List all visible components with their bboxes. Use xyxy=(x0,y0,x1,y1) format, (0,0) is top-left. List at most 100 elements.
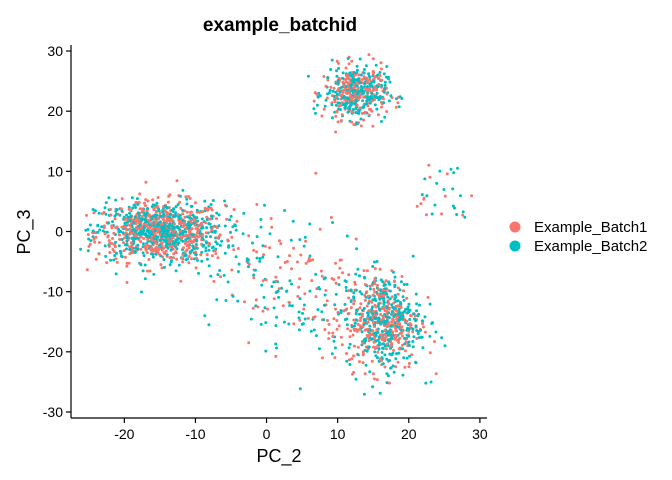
point-example-batch1 xyxy=(255,202,259,206)
point-example-batch2 xyxy=(195,216,199,220)
point-example-batch2 xyxy=(414,324,418,328)
point-example-batch1 xyxy=(158,233,162,237)
point-example-batch2 xyxy=(420,193,424,197)
point-example-batch2 xyxy=(451,204,455,208)
point-example-batch2 xyxy=(371,265,375,268)
point-example-batch2 xyxy=(348,342,352,346)
point-example-batch2 xyxy=(345,359,349,363)
point-example-batch1 xyxy=(180,256,184,260)
point-example-batch1 xyxy=(205,208,209,211)
point-example-batch1 xyxy=(310,279,314,283)
point-example-batch1 xyxy=(398,322,402,326)
point-example-batch1 xyxy=(138,192,142,196)
y-tick-label: -30 xyxy=(43,404,63,420)
point-example-batch1 xyxy=(390,320,394,324)
legend-label: Example_Batch2 xyxy=(534,238,647,255)
point-example-batch1 xyxy=(168,244,172,248)
point-example-batch2 xyxy=(378,308,382,312)
point-example-batch1 xyxy=(385,342,389,346)
point-example-batch2 xyxy=(383,80,387,84)
point-example-batch1 xyxy=(247,234,251,238)
point-example-batch2 xyxy=(429,380,433,384)
point-example-batch2 xyxy=(368,287,372,291)
point-example-batch1 xyxy=(370,99,374,103)
point-example-batch2 xyxy=(159,215,163,218)
point-example-batch2 xyxy=(79,247,83,251)
point-example-batch2 xyxy=(96,230,100,234)
point-example-batch1 xyxy=(195,256,199,260)
point-example-batch2 xyxy=(389,94,393,98)
point-example-batch2 xyxy=(401,311,405,315)
point-example-batch2 xyxy=(355,308,359,312)
point-example-batch2 xyxy=(341,103,345,107)
point-example-batch1 xyxy=(118,237,121,241)
point-example-batch1 xyxy=(147,214,151,218)
point-example-batch2 xyxy=(343,106,347,110)
point-example-batch2 xyxy=(345,323,349,327)
point-example-batch2 xyxy=(174,205,178,209)
point-example-batch2 xyxy=(185,202,189,206)
point-example-batch2 xyxy=(163,239,167,243)
point-example-batch1 xyxy=(373,267,377,271)
point-example-batch2 xyxy=(363,275,366,279)
point-example-batch2 xyxy=(172,215,176,219)
point-example-batch2 xyxy=(178,194,182,198)
point-example-batch2 xyxy=(128,211,131,215)
point-example-batch1 xyxy=(375,378,379,382)
point-example-batch1 xyxy=(347,296,351,300)
point-example-batch2 xyxy=(388,352,392,356)
point-example-batch1 xyxy=(393,279,396,283)
point-example-batch2 xyxy=(162,226,166,230)
point-example-batch2 xyxy=(86,249,90,253)
point-example-batch2 xyxy=(368,317,372,321)
point-example-batch2 xyxy=(359,117,363,121)
point-example-batch2 xyxy=(395,352,399,356)
point-example-batch2 xyxy=(287,322,291,326)
point-example-batch2 xyxy=(381,280,385,284)
point-example-batch1 xyxy=(108,251,112,254)
point-example-batch2 xyxy=(114,240,118,244)
point-example-batch2 xyxy=(362,68,366,71)
point-example-batch1 xyxy=(377,293,381,297)
point-example-batch2 xyxy=(337,66,340,70)
point-example-batch1 xyxy=(261,279,265,283)
point-example-batch1 xyxy=(347,273,351,277)
point-example-batch1 xyxy=(338,266,342,270)
point-example-batch2 xyxy=(354,318,358,322)
point-example-batch2 xyxy=(91,208,95,211)
point-example-batch2 xyxy=(141,251,145,255)
point-example-batch2 xyxy=(354,288,358,292)
point-example-batch1 xyxy=(123,255,127,259)
point-example-batch2 xyxy=(312,328,316,332)
point-example-batch1 xyxy=(160,222,164,226)
point-example-batch2 xyxy=(423,315,427,319)
point-example-batch2 xyxy=(330,352,334,356)
point-example-batch2 xyxy=(344,102,348,106)
point-example-batch2 xyxy=(389,346,392,350)
point-example-batch2 xyxy=(207,205,211,209)
point-example-batch1 xyxy=(107,239,111,243)
point-example-batch1 xyxy=(162,218,165,222)
point-example-batch2 xyxy=(207,323,211,327)
point-example-batch1 xyxy=(365,290,369,294)
point-example-batch2 xyxy=(387,316,391,320)
point-example-batch2 xyxy=(130,236,134,240)
point-example-batch1 xyxy=(355,103,359,107)
point-example-batch2 xyxy=(363,318,367,322)
point-example-batch2 xyxy=(103,206,107,210)
point-example-batch2 xyxy=(142,229,146,233)
point-example-batch2 xyxy=(120,238,124,241)
point-example-batch2 xyxy=(413,317,416,321)
point-example-batch2 xyxy=(163,265,166,269)
point-example-batch2 xyxy=(236,270,240,274)
point-example-batch1 xyxy=(174,250,178,254)
point-example-batch2 xyxy=(366,85,370,88)
legend-swatch xyxy=(509,240,521,252)
point-example-batch1 xyxy=(150,247,154,251)
point-example-batch2 xyxy=(204,246,208,250)
point-example-batch2 xyxy=(316,308,320,312)
point-example-batch2 xyxy=(408,308,412,312)
point-example-batch2 xyxy=(147,234,151,238)
point-example-batch1 xyxy=(115,260,119,264)
point-example-batch1 xyxy=(106,235,110,239)
